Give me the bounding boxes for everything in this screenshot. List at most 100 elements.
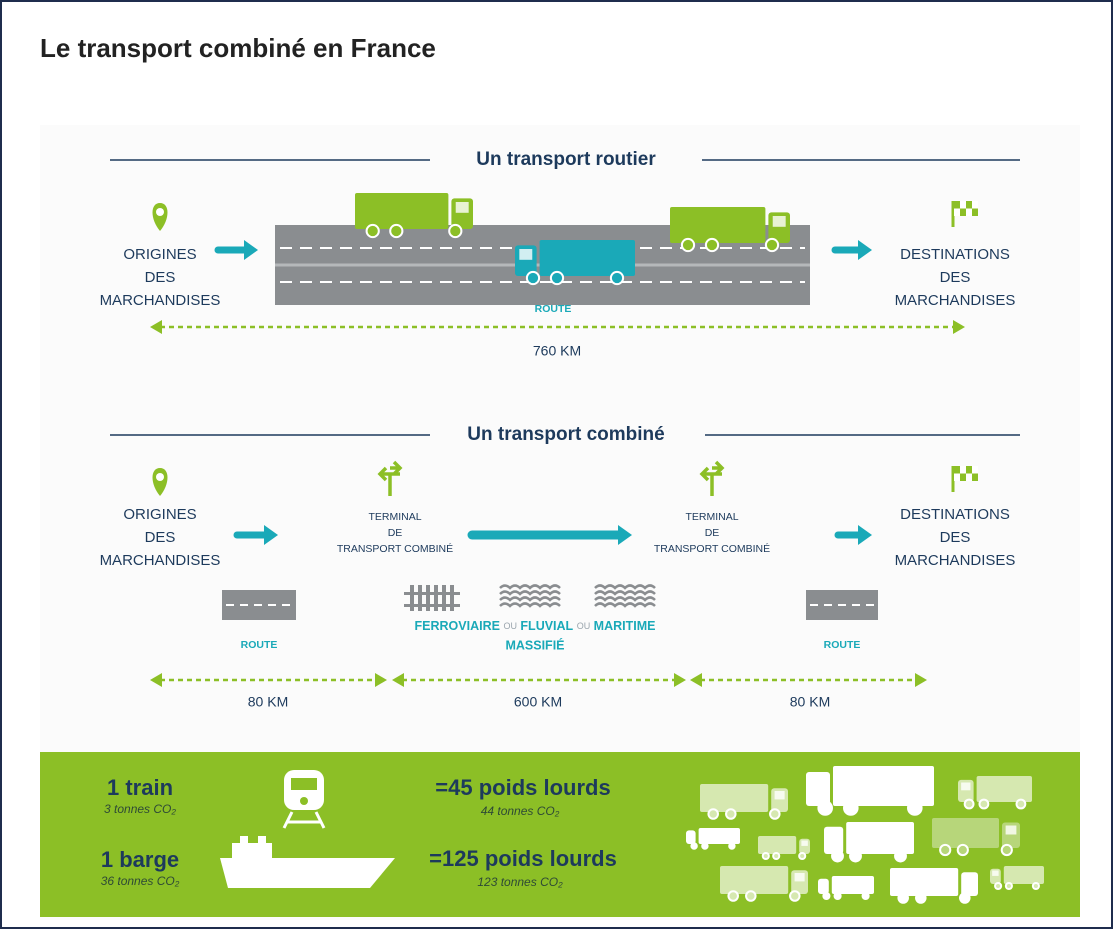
truck-wheel xyxy=(763,853,769,859)
truck-wheel xyxy=(367,225,379,237)
rail-tie xyxy=(426,585,430,611)
infographic: Le transport combiné en France Un transp… xyxy=(0,0,1113,929)
modes-line: FERROVIAIRE OU FLUVIAL OU MARITIME xyxy=(415,619,656,633)
truck-wheel xyxy=(702,843,707,848)
flag-check xyxy=(966,209,972,217)
truck-wheel xyxy=(682,239,694,251)
truck-body xyxy=(890,868,958,896)
origin-label: ORIGINES xyxy=(123,246,196,263)
truck-wheel xyxy=(898,893,908,903)
train-equivalent: =45 poids lourds xyxy=(435,775,610,800)
truck-wheel xyxy=(844,801,858,815)
truck-window xyxy=(775,791,785,799)
truck-body xyxy=(758,836,796,854)
truck-wheel xyxy=(940,845,950,855)
distance-label: 80 KM xyxy=(248,694,288,710)
rail-tie xyxy=(410,585,414,611)
mode-mass: MASSIFIÉ xyxy=(505,637,564,652)
destination-label: MARCHANDISES xyxy=(895,292,1016,309)
train-label: 1 train xyxy=(107,775,173,800)
barge-mast xyxy=(240,836,248,844)
truck-wheel xyxy=(835,893,841,899)
barge-icon xyxy=(220,858,395,888)
truck-body xyxy=(700,784,768,812)
train-co2: 3 tonnes CO₂ xyxy=(104,802,176,816)
truck-wheel xyxy=(728,891,738,901)
truck-window xyxy=(773,216,786,227)
pin-hole xyxy=(156,473,164,481)
truck-wheel xyxy=(863,893,869,899)
terminal-label: DE xyxy=(705,527,720,539)
truck-wheel xyxy=(958,845,968,855)
section-heading: Un transport routier xyxy=(476,149,656,170)
distance-label: 80 KM xyxy=(790,694,830,710)
truck-wheel xyxy=(995,883,1001,889)
truck-body xyxy=(670,207,765,243)
truck-wheel xyxy=(895,851,906,862)
terminal-label: TERMINAL xyxy=(368,511,421,523)
truck-body xyxy=(932,818,999,848)
terminal-label: DE xyxy=(388,527,403,539)
flag-check xyxy=(954,209,960,217)
truck-wheel xyxy=(729,843,734,848)
mode-river: FLUVIAL xyxy=(520,619,573,633)
destination-label: DES xyxy=(940,269,971,286)
truck-window xyxy=(811,776,825,788)
terminal-label: TERMINAL xyxy=(685,511,738,523)
destination-label: MARCHANDISES xyxy=(895,552,1016,569)
truck-wheel xyxy=(1002,845,1012,855)
truck-wheel xyxy=(770,809,780,819)
truck-wheel xyxy=(960,893,970,903)
route-label: ROUTE xyxy=(241,639,278,651)
truck-wheel xyxy=(965,800,974,809)
pin-hole xyxy=(156,208,164,216)
rail-track xyxy=(404,592,460,595)
truck-body xyxy=(540,240,635,276)
origin-label: MARCHANDISES xyxy=(100,552,221,569)
terminal-label: TRANSPORT COMBINÉ xyxy=(337,542,453,555)
flag-check xyxy=(960,466,966,474)
section-heading: Un transport combiné xyxy=(467,424,664,445)
truck-window xyxy=(801,841,807,846)
truck-wheel xyxy=(390,225,402,237)
truck-wheel xyxy=(823,893,829,899)
destination-label: DESTINATIONS xyxy=(900,506,1010,523)
barge-equivalent-co2: 123 tonnes CO₂ xyxy=(477,875,563,889)
truck-window xyxy=(820,881,826,886)
barge-cabin xyxy=(232,843,272,859)
truck-wheel xyxy=(773,853,779,859)
truck-window xyxy=(795,873,805,881)
rail-tie xyxy=(434,585,438,611)
truck-window xyxy=(965,875,975,883)
barge-co2: 36 tonnes CO₂ xyxy=(101,874,180,888)
truck-window xyxy=(456,202,469,213)
truck-wheel xyxy=(551,272,563,284)
terminal-label: TRANSPORT COMBINÉ xyxy=(654,542,770,555)
origin-label: MARCHANDISES xyxy=(100,292,221,309)
train-light xyxy=(300,797,308,805)
distance-label: 760 KM xyxy=(533,343,581,359)
distance-label: 600 KM xyxy=(514,694,562,710)
origin-label: DES xyxy=(145,269,176,286)
truck-wheel xyxy=(691,843,696,848)
truck-wheel xyxy=(708,809,718,819)
rail-tie xyxy=(418,585,422,611)
truck-wheel xyxy=(1006,883,1012,889)
flag-check xyxy=(960,201,966,209)
truck-wheel xyxy=(790,891,800,901)
truck-wheel xyxy=(766,239,778,251)
flag-check xyxy=(972,201,978,209)
truck-window xyxy=(828,830,840,840)
truck-window xyxy=(1006,826,1017,835)
truck-window xyxy=(961,783,970,791)
flag-check xyxy=(972,466,978,474)
origin-label: DES xyxy=(145,529,176,546)
rail-tie xyxy=(442,585,446,611)
mode-sea: MARITIME xyxy=(594,619,656,633)
truck-window xyxy=(519,249,532,260)
flag-check xyxy=(954,474,960,482)
truck-body xyxy=(355,193,448,229)
train-window xyxy=(291,778,317,790)
barge-mast xyxy=(258,836,266,844)
truck-body xyxy=(720,866,788,894)
